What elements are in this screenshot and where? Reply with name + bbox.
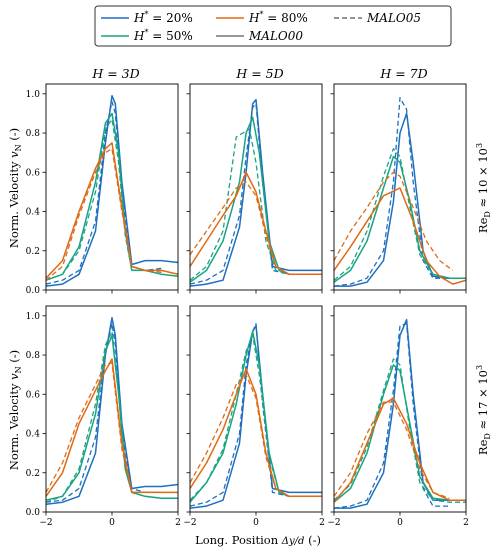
ylabel-bottom: Norm. Velocity vN (-) [7,350,23,470]
y-tick-label: 0.6 [26,168,41,178]
series-line-h80-dashed [190,374,322,497]
y-tick-label: 0.0 [26,508,41,518]
series-group [190,323,322,509]
panel-r0-c0: 0.0 0.2 0.4 0.6 0.8 1.0 [26,83,179,296]
series-line-h80-solid [334,397,466,503]
series-line-h50-solid [334,364,466,503]
series-line-h50-dashed [334,358,466,503]
y-tick-label: 0.4 [26,208,41,218]
panel-r0-c1 [186,83,323,294]
series-line-h20-solid [190,98,322,287]
x-tick-label: −2 [327,518,340,528]
x-tick-label: 2 [463,518,469,528]
legend-label-h50: H* = 50% [133,28,193,43]
column-title-h3d: H = 3D [91,66,139,81]
x-tick-label: 0 [253,518,259,528]
y-tick-label: 0.2 [26,469,40,479]
series-group [190,98,322,287]
series-line-h50-solid [334,155,466,283]
y-tick-label: 0.0 [26,286,41,296]
series-line-h80-solid [46,358,178,497]
y-tick-label: 1.0 [26,312,41,322]
x-tick-label: 0 [109,518,115,528]
y-tick-label: 1.0 [26,90,41,100]
y-tick-label: 0.2 [26,247,40,257]
plot-frame [189,83,323,291]
column-title-h5d: H = 5D [235,66,283,81]
series-line-h80-dashed [190,181,322,275]
series-line-h50-dashed [46,330,162,503]
panels: 0.0 0.2 0.4 0.6 0.8 1.0 0.0 0.2 0.4 0.6 0.8 1.0 −2 0 2… [26,83,469,528]
legend-label-malo05: MALO05 [366,11,421,25]
series-line-h20-dashed [46,323,162,503]
plot-frame [189,305,323,513]
series-line-h50-dashed [46,118,162,281]
series-line-h80-dashed [46,362,162,494]
plot-frame [333,83,467,291]
series-line-h20-solid [334,112,466,287]
x-tick-label: 2 [319,518,325,528]
xlabel: Long. Position Δy/d (-) [195,533,321,547]
legend-label-malo00: MALO00 [248,29,303,43]
series-line-h80-dashed [46,148,162,281]
x-tick-label: 2 [175,518,181,528]
row-label-re10: ReD ≈ 10 × 103 [475,143,492,233]
legend-label-h20: H* = 20% [133,10,193,25]
series-group [334,318,466,509]
series-line-h80-solid [190,171,322,276]
series-line-h50-solid [190,116,322,283]
series-line-h80-solid [334,187,466,285]
panel-r1-c1: −2 0 2 [183,305,325,528]
x-tick-label: −2 [39,518,52,528]
panel-r1-c2: −2 0 2 [327,305,469,528]
series-line-h80-solid [46,142,178,279]
series-line-h20-solid [46,95,178,287]
column-title-h7d: H = 7D [379,66,427,81]
ylabel-top: Norm. Velocity vN (-) [7,128,23,248]
row-label-re17: ReD ≈ 17 × 103 [475,365,492,455]
series-line-h80-dashed [334,401,450,499]
legend-frame [94,5,452,47]
series-line-h20-solid [190,324,322,509]
series-line-h20-dashed [190,323,322,507]
series-group [46,317,178,505]
series-group [46,95,178,287]
series-line-h80-solid [190,368,322,498]
series-line-h20-dashed [334,97,450,287]
y-tick-label: 0.8 [26,129,41,139]
series-line-h50-dashed [334,148,466,281]
series-line-h20-dashed [334,323,450,509]
y-tick-label: 0.4 [26,430,41,440]
y-tick-label: 0.6 [26,390,41,400]
x-tick-label: −2 [183,518,196,528]
series-line-h20-solid [46,317,178,505]
legend: H* = 20% H* = 80% MALO05 H* = 50% MALO00 [94,5,452,47]
y-tick-label: 0.8 [26,351,41,361]
panel-r0-c2 [330,83,467,294]
legend-label-h80: H* = 80% [248,10,308,25]
series-group [334,97,466,287]
panel-r1-c0: 0.0 0.2 0.4 0.6 0.8 1.0 −2 0 2 [26,305,181,528]
series-line-h50-dashed [190,128,322,281]
x-tick-label: 0 [397,518,403,528]
series-line-h80-dashed [334,171,454,271]
